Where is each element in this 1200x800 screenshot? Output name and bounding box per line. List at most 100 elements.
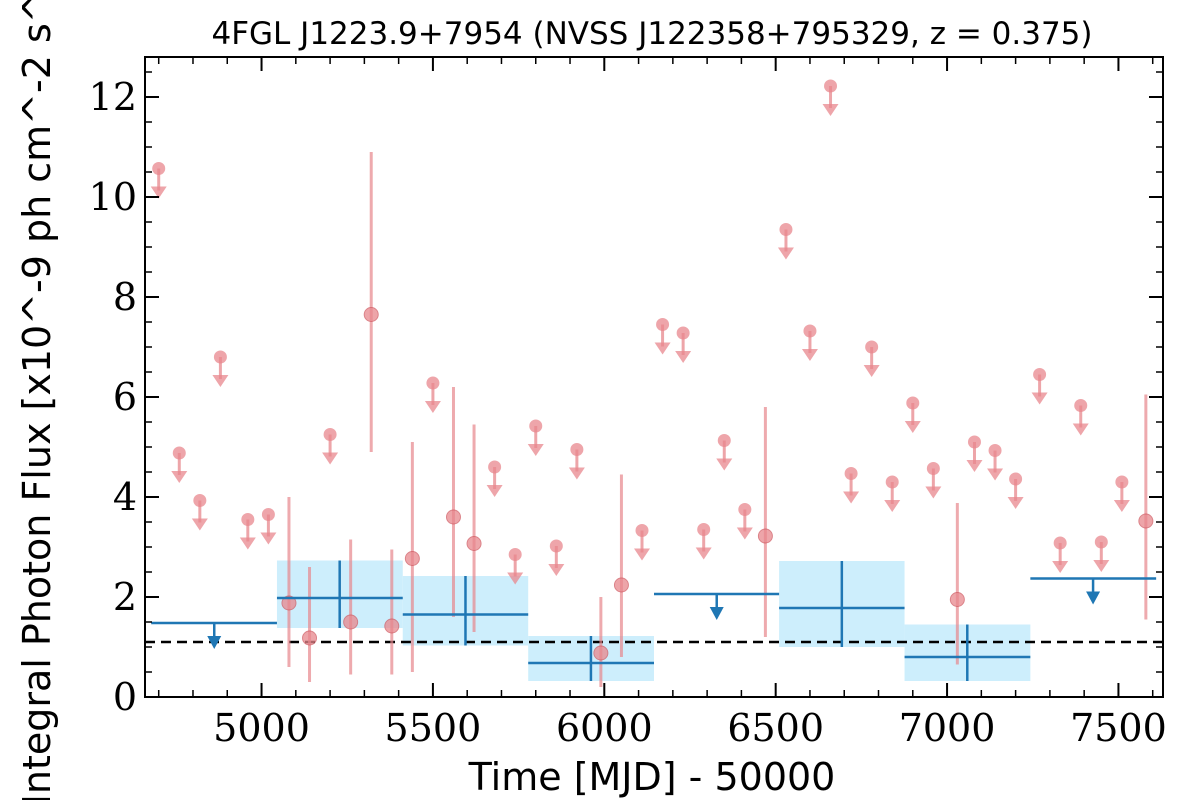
upper-limit-point (656, 318, 670, 331)
detection-point (949, 592, 965, 607)
upper-limit-arrow (925, 486, 942, 499)
upper-limit-arrow (822, 104, 839, 116)
upper-limit-arrow (527, 444, 544, 456)
detection-point (384, 618, 400, 634)
x-axis-label: Time [MJD] - 50000 (468, 755, 836, 799)
upper-limit-point (676, 326, 690, 340)
x-tick-label: 5000 (213, 706, 310, 750)
detection-point (1138, 513, 1154, 529)
upper-limit-arrow (736, 527, 753, 540)
detection-point (466, 536, 482, 551)
upper-limit-arrow (191, 518, 208, 531)
x-tick-label: 6000 (556, 706, 653, 750)
y-tick-label: 4 (113, 475, 137, 519)
upper-limit-arrow (966, 460, 983, 472)
y-tick-label: 6 (113, 375, 137, 419)
annual-upper-limit-arrow (1086, 591, 1101, 605)
upper-limit-point (1094, 535, 1108, 549)
upper-limit-point (885, 475, 899, 489)
chart-title: 4FGL J1223.9+7954 (NVSS J122358+795329, … (211, 16, 1092, 52)
upper-limit-point (779, 223, 793, 236)
upper-limit-arrow (904, 421, 921, 433)
y-tick-label: 8 (113, 275, 137, 319)
detection-point (613, 577, 629, 593)
detection-point (343, 614, 359, 630)
detection-point (302, 630, 318, 646)
upper-limit-point (988, 444, 1002, 457)
upper-limit-arrow (863, 365, 880, 377)
upper-limit-point (241, 513, 255, 526)
upper-limit-arrow (884, 500, 901, 512)
upper-limit-arrow (695, 547, 712, 560)
upper-limit-point (261, 508, 275, 521)
upper-limit-point (152, 162, 166, 175)
upper-limit-arrow (801, 349, 818, 361)
upper-limit-point (1009, 472, 1023, 486)
upper-limit-arrow (843, 491, 860, 504)
upper-limit-arrow (568, 467, 585, 480)
y-tick-label: 12 (89, 75, 137, 119)
upper-limit-point (1053, 536, 1067, 550)
upper-limit-arrow (675, 351, 692, 363)
upper-limit-point (1115, 475, 1129, 489)
detection-point (445, 509, 461, 525)
upper-limit-arrow (171, 471, 188, 483)
detection-point (363, 307, 379, 322)
upper-limit-point (967, 435, 981, 449)
upper-limit-point (172, 446, 186, 460)
y-axis-label: Integral Photon Flux [x10^-9 ph cm^-2 s^… (15, 0, 59, 800)
detection-point (757, 528, 773, 544)
upper-limit-point (865, 340, 879, 354)
upper-limit-point (323, 428, 337, 441)
upper-limit-point (926, 462, 940, 475)
plot-area (145, 79, 1163, 687)
upper-limit-arrow (322, 452, 339, 465)
upper-limit-point (697, 523, 711, 536)
upper-limit-point (1074, 399, 1088, 412)
upper-limit-arrow (507, 572, 524, 585)
upper-limit-point (549, 539, 563, 553)
upper-limit-arrow (260, 532, 277, 545)
upper-limit-arrow (1052, 561, 1069, 573)
upper-limit-point (529, 419, 543, 433)
upper-limit-arrow (239, 537, 256, 550)
upper-limit-point (426, 376, 440, 390)
upper-limit-arrow (777, 247, 794, 260)
detection-point (593, 645, 609, 661)
upper-limit-arrow (548, 564, 565, 576)
plot-frame (144, 56, 1164, 698)
upper-limit-arrow (212, 375, 229, 387)
detection-point (404, 551, 420, 566)
upper-limit-arrow (486, 485, 503, 497)
upper-limit-arrow (654, 342, 671, 355)
y-tick-label: 10 (89, 175, 137, 219)
upper-limit-point (570, 443, 584, 456)
upper-limit-point (738, 503, 752, 516)
upper-limit-point (717, 434, 731, 447)
upper-limit-point (193, 494, 207, 507)
x-tick-label: 7000 (899, 706, 996, 750)
axes: 5000 5500 6000 6500 7000 7500 0 2 4 6 8 10 12 (89, 56, 1167, 750)
upper-limit-arrow (1072, 423, 1089, 436)
y-tick-label: 0 (113, 675, 137, 719)
upper-limit-arrow (1007, 497, 1024, 509)
upper-limit-arrow (716, 458, 733, 471)
y-tick-label: 2 (113, 575, 137, 619)
annual-upper-limit-arrow (709, 607, 724, 620)
upper-limit-point (508, 548, 522, 561)
x-tick-label: 6500 (727, 706, 824, 750)
x-tick-label: 7500 (1070, 706, 1167, 750)
upper-limit-point (213, 350, 227, 364)
upper-limit-point (488, 460, 502, 474)
detection-point (281, 595, 297, 611)
upper-limit-point (803, 324, 817, 338)
upper-limit-point (1033, 368, 1047, 381)
upper-limit-point (906, 396, 920, 410)
upper-limit-arrow (1093, 560, 1110, 572)
upper-limit-arrow (987, 468, 1004, 481)
upper-limit-point (844, 467, 858, 480)
upper-limit-point (824, 79, 838, 93)
x-tick-label: 5500 (385, 706, 482, 750)
upper-limit-point (635, 524, 649, 537)
